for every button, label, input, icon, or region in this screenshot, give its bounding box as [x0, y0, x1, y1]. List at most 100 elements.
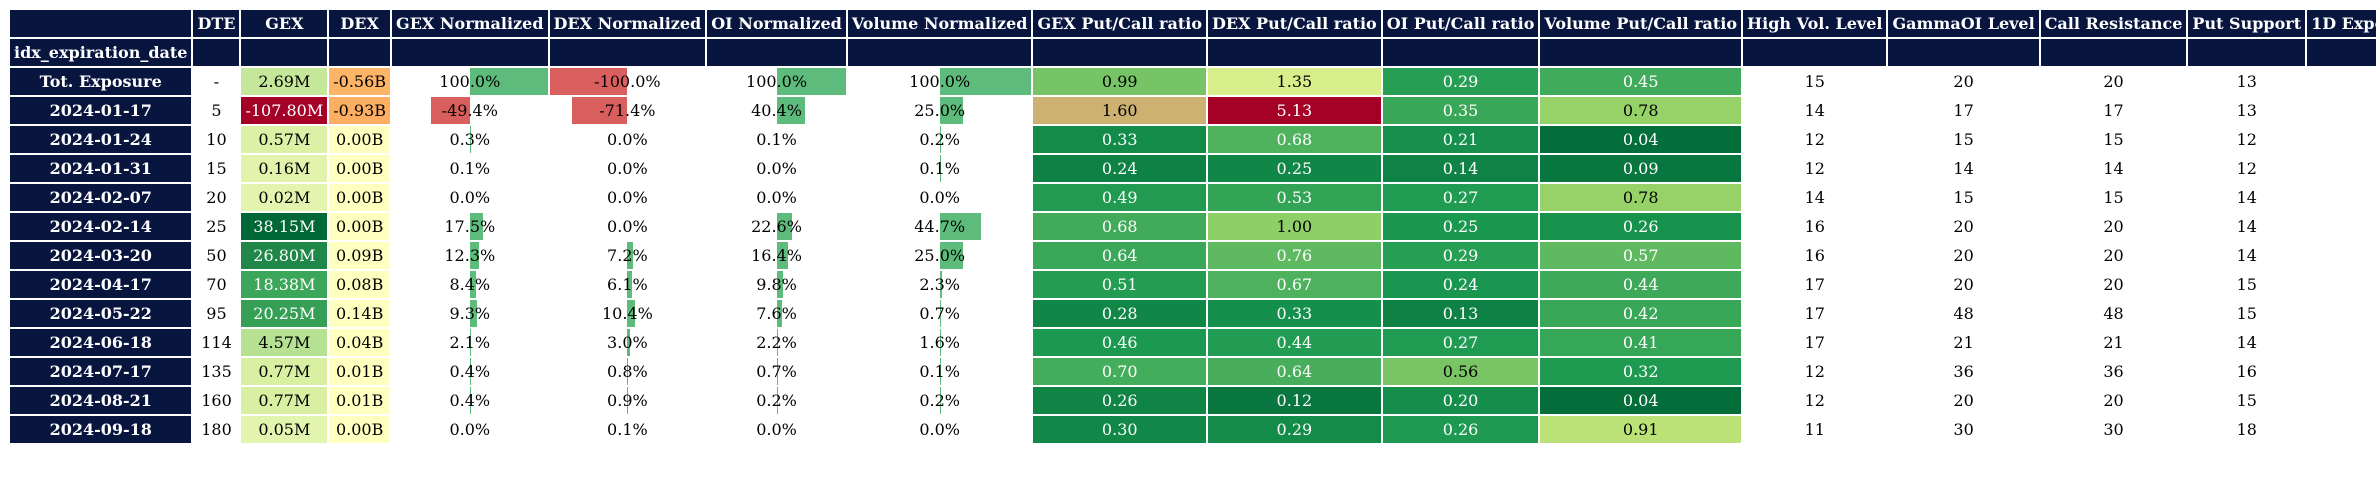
oi-normalized-cell-label: 0.0%: [756, 188, 797, 207]
dex-normalized-cell: -71.4%: [549, 97, 706, 124]
put-support-cell: 14: [2188, 242, 2306, 269]
volume-put-call-cell: 0.26: [1540, 213, 1742, 240]
gex-put-call-cell: 0.46: [1033, 329, 1206, 356]
gamma-oi-level-cell: 20: [1888, 242, 2039, 269]
oi-normalized-cell-label: 100.0%: [746, 72, 808, 91]
volume-normalized-cell-bar: [939, 329, 942, 356]
oi-normalized-cell-label: 7.6%: [756, 304, 797, 323]
volume-normalized-cell-label: 2.3%: [919, 275, 960, 294]
put-support-cell: 14: [2188, 184, 2306, 211]
oi-normalized-cell-bar: [776, 300, 782, 327]
volume-put-call-cell: 0.45: [1540, 68, 1742, 95]
volume-put-call-cell: 0.04: [1540, 387, 1742, 414]
dte-cell: 10: [193, 126, 240, 153]
expected-move-cell: 6: [2307, 329, 2376, 356]
table-body: DTE GEX DEX GEX Normalized DEX Normalized OI …: [10, 10, 2376, 443]
volume-normalized-cell-label: 1.6%: [919, 333, 960, 352]
dte-cell: 160: [193, 387, 240, 414]
dex-put-call-cell: 0.44: [1208, 329, 1381, 356]
column-header-5: DEX Normalized: [549, 10, 706, 37]
chart-table-wrapper: DTE GEX DEX GEX Normalized DEX Normalized OI …: [8, 8, 2376, 445]
dex-cell: -0.93B: [329, 97, 391, 124]
gex-normalized-cell-bar: [469, 213, 484, 240]
expected-move-cell: 6: [2307, 358, 2376, 385]
oi-normalized-cell: 0.2%: [707, 387, 846, 414]
table-row: 2024-08-21 160 0.77M 0.01B 0.4% 0.9% 0.2% 0.2% 0…: [10, 387, 2376, 414]
column-header-1: DTE: [193, 10, 240, 37]
oi-normalized-cell-label: 0.0%: [756, 420, 797, 439]
oi-normalized-cell-bar: [776, 271, 784, 298]
dte-cell: 50: [193, 242, 240, 269]
oi-normalized-cell-bar: [776, 329, 779, 356]
dex-normalized-cell-label: 0.8%: [607, 362, 648, 381]
gex-normalized-cell: 17.5%: [392, 213, 548, 240]
oi-put-call-cell: 0.21: [1382, 126, 1539, 153]
dte-cell: 95: [193, 300, 240, 327]
table-row: 2024-02-07 20 0.02M 0.00B 0.0% 0.0% 0.0% 0.0% 0.…: [10, 184, 2376, 211]
table-row: 2024-01-24 10 0.57M 0.00B 0.3% 0.0% 0.1% 0.2% 0.…: [10, 126, 2376, 153]
dex-normalized-cell: 0.0%: [549, 213, 706, 240]
index-name-row: idx_expiration_date: [10, 39, 2376, 66]
column-header-2: GEX: [241, 10, 328, 37]
call-resistance-cell: 20: [2040, 387, 2187, 414]
volume-put-call-cell: 0.04: [1540, 126, 1742, 153]
call-resistance-cell: 20: [2040, 242, 2187, 269]
volume-normalized-cell: 0.1%: [847, 358, 1032, 385]
dex-normalized-cell-bar: [627, 242, 633, 269]
gex-put-call-cell: 0.33: [1033, 126, 1206, 153]
dex-normalized-cell-label: 6.1%: [607, 275, 648, 294]
expected-move-cell: -: [2307, 68, 2376, 95]
gex-normalized-cell-bar: [469, 271, 477, 298]
dex-normalized-cell-label: 0.0%: [607, 130, 648, 149]
gex-normalized-cell: 0.4%: [392, 358, 548, 385]
dex-cell: 0.00B: [329, 416, 391, 443]
volume-normalized-cell-label: 0.7%: [919, 304, 960, 323]
volume-normalized-cell: 0.0%: [847, 184, 1032, 211]
dex-put-call-cell: 0.53: [1208, 184, 1381, 211]
dex-cell: 0.00B: [329, 184, 391, 211]
table-row: 2024-02-14 25 38.15M 0.00B 17.5% 0.0% 22.6% 44.…: [10, 213, 2376, 240]
header-row: DTE GEX DEX GEX Normalized DEX Normalized OI …: [10, 10, 2376, 37]
dex-normalized-cell-label: 7.2%: [607, 246, 648, 265]
gamma-oi-level-cell: 20: [1888, 271, 2039, 298]
volume-normalized-cell-bar: [939, 97, 963, 124]
gex-put-call-cell: 0.26: [1033, 387, 1206, 414]
gex-normalized-cell-label: 0.0%: [449, 188, 491, 207]
gex-normalized-cell-label: 0.0%: [449, 420, 491, 439]
column-header-7: Volume Normalized: [847, 10, 1032, 37]
oi-normalized-cell: 22.6%: [707, 213, 846, 240]
volume-normalized-cell: 0.2%: [847, 387, 1032, 414]
dex-normalized-cell: 7.2%: [549, 242, 706, 269]
gex-put-call-cell: 0.30: [1033, 416, 1206, 443]
oi-normalized-cell-label: 2.2%: [756, 333, 797, 352]
gamma-oi-level-cell: 36: [1888, 358, 2039, 385]
volume-normalized-cell: 0.1%: [847, 155, 1032, 182]
gex-cell: 0.57M: [241, 126, 328, 153]
dex-normalized-cell: 0.9%: [549, 387, 706, 414]
volume-put-call-cell: 0.44: [1540, 271, 1742, 298]
gex-cell: 20.25M: [241, 300, 328, 327]
column-header-4: GEX Normalized: [392, 10, 548, 37]
dte-cell: 20: [193, 184, 240, 211]
column-header-14: Call Resistance: [2040, 10, 2187, 37]
call-resistance-cell: 15: [2040, 184, 2187, 211]
gex-put-call-cell: 0.64: [1033, 242, 1206, 269]
oi-normalized-cell: 0.0%: [707, 184, 846, 211]
oi-put-call-cell: 0.14: [1382, 155, 1539, 182]
dex-cell: 0.01B: [329, 358, 391, 385]
column-header-10: OI Put/Call ratio: [1382, 10, 1539, 37]
gex-cell: 26.80M: [241, 242, 328, 269]
oi-normalized-cell-label: 0.2%: [756, 391, 797, 410]
dex-normalized-cell: 10.4%: [549, 300, 706, 327]
gex-put-call-cell: 0.70: [1033, 358, 1206, 385]
index-name-spacer-1: [193, 39, 240, 66]
dex-put-call-cell: 0.33: [1208, 300, 1381, 327]
volume-put-call-cell: 0.78: [1540, 184, 1742, 211]
oi-put-call-cell: 0.25: [1382, 213, 1539, 240]
gex-cell: 0.77M: [241, 358, 328, 385]
volume-normalized-cell-label: 0.2%: [919, 130, 960, 149]
put-support-cell: 14: [2188, 213, 2306, 240]
index-name-spacer-5: [549, 39, 706, 66]
gex-normalized-cell: 0.0%: [392, 184, 548, 211]
oi-put-call-cell: 0.24: [1382, 271, 1539, 298]
